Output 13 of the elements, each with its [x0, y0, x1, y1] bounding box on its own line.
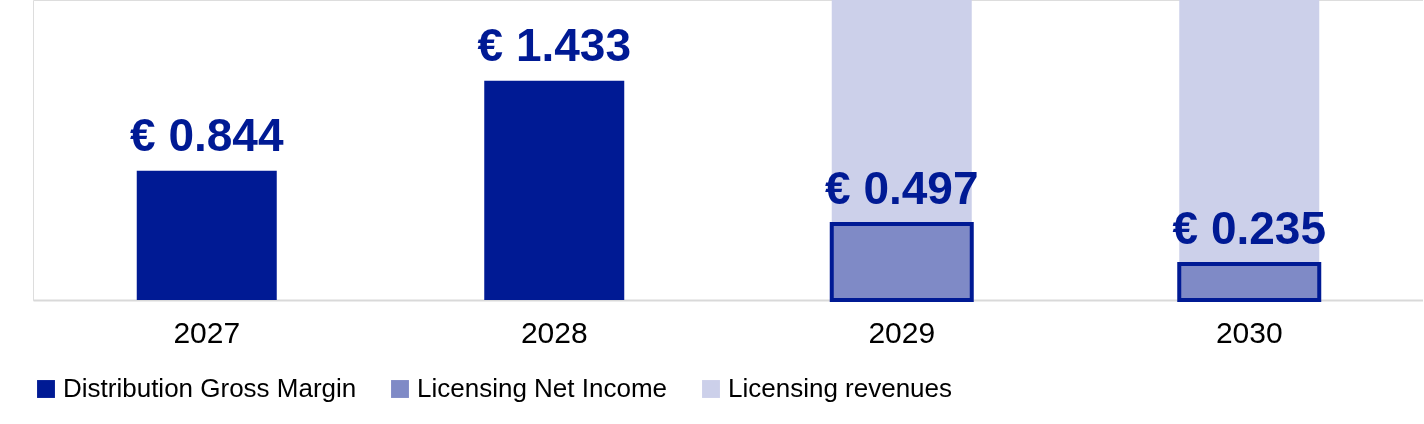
data-label: € 0.235 — [1172, 202, 1326, 255]
legend-label: Licensing Net Income — [417, 373, 668, 403]
x-tick-label: 2030 — [1215, 315, 1283, 349]
bar — [136, 170, 277, 300]
data-label: € 1.433 — [477, 18, 631, 71]
data-label: € 0.497 — [825, 161, 979, 214]
data-label: € 0.844 — [130, 108, 284, 161]
x-tick-label: 2027 — [173, 315, 241, 349]
bar — [484, 80, 625, 300]
legend-label: Distribution Gross Margin — [63, 373, 357, 403]
x-tick-label: 2029 — [868, 315, 936, 349]
x-tick-label: 2028 — [520, 315, 588, 349]
legend-label: Licensing revenues — [728, 373, 953, 403]
